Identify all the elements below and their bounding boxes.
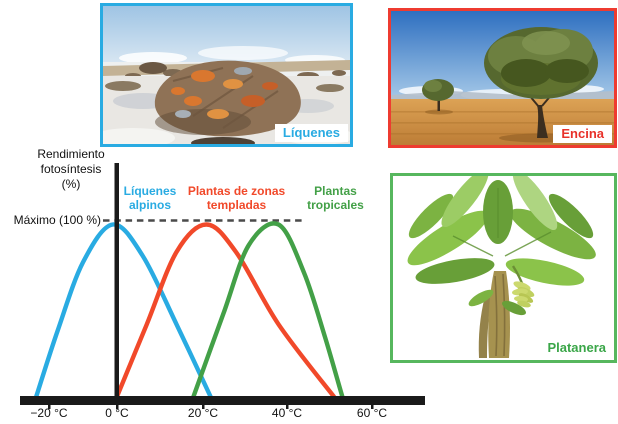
small-oak-tree bbox=[422, 79, 454, 115]
foreground-dark-rocks bbox=[191, 137, 255, 144]
platanera-photo-illustration bbox=[393, 176, 614, 360]
curve-plantas-zonas-templadas bbox=[114, 222, 336, 399]
banana-leaves bbox=[407, 176, 596, 286]
banana-bunch bbox=[511, 265, 535, 308]
banana-trunk bbox=[468, 271, 526, 358]
encina-photo-illustration bbox=[391, 11, 614, 145]
photo-label-encina: Encina bbox=[553, 125, 612, 143]
legend-liquenes-line2: alpinos bbox=[128, 198, 171, 212]
x-tick-label-minus20: −20 °C bbox=[30, 406, 68, 420]
x-tick-label-0: 0 °C bbox=[105, 406, 129, 420]
legend-liquenes-alpinos: Líquenes alpinos bbox=[112, 184, 188, 212]
x-tick-label-20: 20 °C bbox=[187, 406, 219, 420]
photo-label-liquenes: Líquenes bbox=[274, 124, 348, 142]
y-axis-label-line2: fotosíntesis bbox=[40, 162, 102, 176]
field-streaks bbox=[391, 111, 614, 135]
photo-liquenes: Líquenes bbox=[100, 3, 353, 147]
curve-liquenes-alpinos bbox=[34, 222, 213, 399]
y-axis-label: Rendimiento fotosíntesis (%) bbox=[26, 147, 116, 192]
x-tick-label-40: 40 °C bbox=[271, 406, 303, 420]
photo-label-platanera: Platanera bbox=[547, 340, 606, 355]
photo-platanera: Platanera bbox=[390, 173, 617, 363]
legend-templadas-line2: templadas bbox=[206, 198, 267, 212]
legend-tropicales-line2: tropicales bbox=[307, 198, 364, 212]
legend-tropicales-line1: Plantas bbox=[314, 184, 357, 198]
oak-tree bbox=[484, 27, 598, 138]
legend-plantas-tropicales: Plantas tropicales bbox=[296, 184, 375, 212]
max-100-label: Máximo (100 %) bbox=[13, 213, 101, 227]
photo-encina: Encina bbox=[388, 8, 617, 148]
y-axis-label-line1: Rendimiento bbox=[37, 147, 105, 161]
x-tick-label-60: 60 °C bbox=[356, 406, 388, 420]
lichen-rock bbox=[154, 60, 301, 137]
y-axis-label-line3: (%) bbox=[61, 177, 81, 191]
legend-liquenes-line1: Líquenes bbox=[123, 184, 177, 198]
x-axis-bar bbox=[20, 396, 425, 405]
legend-zonas-templadas: Plantas de zonas templadas bbox=[177, 184, 296, 212]
curve-plantas-tropicales bbox=[191, 221, 345, 399]
y-axis-line bbox=[114, 163, 119, 405]
liquenes-photo-illustration bbox=[103, 6, 350, 144]
lichen-patches bbox=[171, 67, 278, 119]
legend-templadas-line1: Plantas de zonas bbox=[187, 184, 286, 198]
x-axis-tick-marks bbox=[48, 396, 374, 409]
